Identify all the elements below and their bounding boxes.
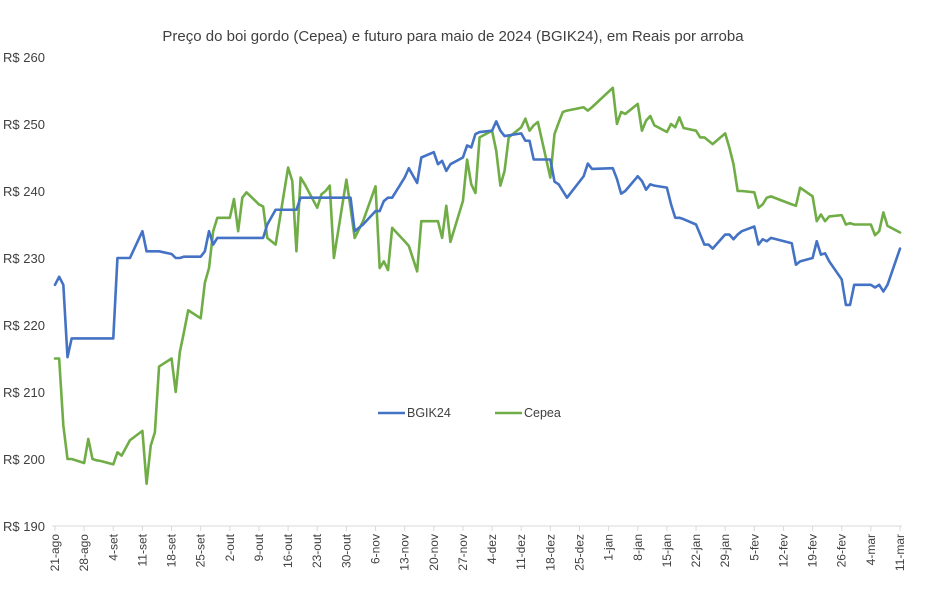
x-tick-label: 18-dez — [543, 534, 557, 571]
x-tick-label: 6-nov — [369, 534, 383, 564]
x-tick-label: 30-out — [339, 533, 353, 568]
series-line-bgik24 — [53, 120, 902, 359]
y-tick-label: R$ 190 — [3, 519, 45, 534]
x-tick-label: 4-set — [106, 533, 120, 560]
x-tick-label: 25-set — [194, 533, 208, 567]
y-tick-label: R$ 240 — [3, 184, 45, 199]
legend-label-bgik24: BGIK24 — [407, 406, 451, 420]
series-lines — [53, 86, 902, 486]
x-tick-label: 8-jan — [631, 534, 645, 561]
x-tick-label: 29-jan — [718, 534, 732, 567]
legend: BGIK24 Cepea — [378, 406, 561, 420]
series-line-cepea — [53, 86, 902, 486]
x-tick-label: 2-out — [223, 533, 237, 561]
x-tick-label: 19-fev — [806, 534, 820, 567]
x-tick-label: 12-fev — [776, 534, 790, 567]
y-tick-label: R$ 260 — [3, 50, 45, 65]
x-tick-label: 27-nov — [456, 534, 470, 571]
x-tick-label: 11-mar — [893, 534, 907, 571]
x-tick-label: 22-jan — [689, 534, 703, 567]
x-axis: 21-ago 28-ago 4-set 11-set 18-set 25-set 2-out… — [48, 526, 907, 571]
y-tick-label: R$ 210 — [3, 385, 45, 400]
x-tick-label: 4-mar — [864, 534, 878, 565]
x-tick-label: 15-jan — [660, 534, 674, 567]
x-tick-label: 11-set — [135, 533, 149, 566]
x-tick-label: 9-out — [252, 533, 266, 561]
x-tick-label: 21-ago — [48, 534, 62, 572]
legend-label-cepea: Cepea — [524, 406, 561, 420]
x-tick-label: 23-out — [310, 533, 324, 568]
x-tick-label: 1-jan — [602, 534, 616, 561]
y-tick-label: R$ 250 — [3, 117, 45, 132]
x-tick-label: 25-dez — [572, 534, 586, 571]
x-tick-label: 20-nov — [427, 534, 441, 571]
y-axis: R$ 190 R$ 200 R$ 210 R$ 220 R$ 230 R$ 240 R$ 2… — [3, 50, 45, 534]
x-tick-label: 4-dez — [485, 534, 499, 564]
x-tick-label: 28-ago — [77, 534, 91, 572]
y-tick-label: R$ 200 — [3, 452, 45, 467]
x-tick-label: 13-nov — [398, 534, 412, 571]
chart-title: Preço do boi gordo (Cepea) e futuro para… — [162, 28, 744, 45]
y-tick-label: R$ 230 — [3, 251, 45, 266]
x-tick-label: 26-fev — [835, 534, 849, 567]
x-tick-label: 16-out — [281, 533, 295, 568]
x-tick-label: 18-set — [165, 533, 179, 567]
x-tick-label: 11-dez — [514, 534, 528, 570]
x-tick-label: 5-fev — [747, 534, 761, 561]
y-tick-label: R$ 220 — [3, 318, 45, 333]
